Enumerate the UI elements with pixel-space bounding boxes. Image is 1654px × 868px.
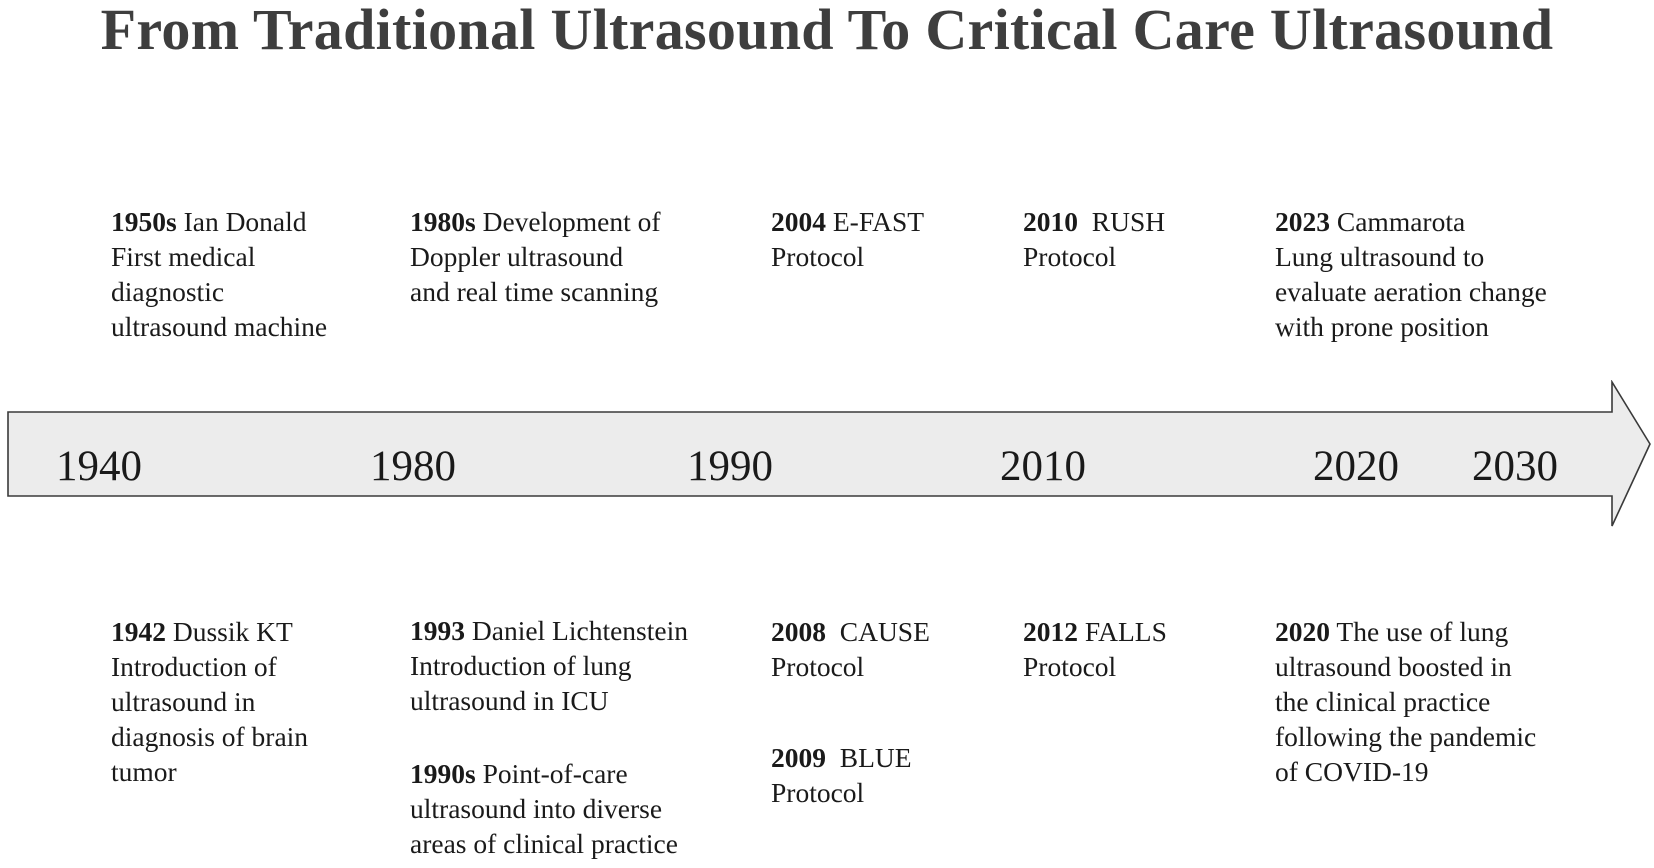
event-text: the clinical practice: [1275, 686, 1491, 717]
event-text: ultrasound into diverse: [410, 793, 663, 824]
event-text: ultrasound boosted in: [1275, 651, 1512, 682]
axis-year-label: 1940: [56, 443, 142, 490]
event-text: areas of clinical practice: [410, 828, 678, 859]
diagram-title: From Traditional Ultrasound To Critical …: [100, 0, 1554, 62]
event-text: diagnosis of brain: [111, 721, 309, 752]
event-text: The use of lung: [1336, 616, 1509, 647]
event-text: Protocol: [771, 241, 865, 272]
event-year: 1980s: [410, 206, 476, 237]
event-year: 2010: [1023, 206, 1078, 237]
timeline-event: 2012 FALLS Protocol: [1023, 614, 1167, 684]
event-text: Point-of-care: [482, 758, 628, 789]
axis-year-label: 2030: [1472, 443, 1558, 490]
event-text: RUSH: [1091, 206, 1166, 237]
event-year: 2009: [771, 742, 826, 773]
event-text: BLUE: [839, 742, 912, 773]
event-text: Introduction of: [111, 651, 277, 682]
timeline-event: 1942 Dussik KT Introduction of ultrasoun…: [111, 614, 308, 789]
timeline-event: 1993 Daniel Lichtenstein Introduction of…: [410, 613, 688, 718]
timeline-event: 2004 E-FAST Protocol: [771, 204, 924, 274]
event-text: Protocol: [771, 777, 865, 808]
timeline-event: 2009 BLUE Protocol: [771, 740, 912, 810]
timeline-event: 2010 RUSH Protocol: [1023, 204, 1165, 274]
event-text: Lung ultrasound to: [1275, 241, 1485, 272]
timeline-event: 2020 The use of lung ultrasound boosted …: [1275, 614, 1536, 789]
timeline-event: 1980s Development of Doppler ultrasound …: [410, 204, 661, 309]
axis-year-label: 1980: [370, 443, 456, 490]
timeline-arrow: [7, 380, 1651, 527]
timeline-event: 2023 Cammarota Lung ultrasound to evalua…: [1275, 204, 1547, 344]
event-text: ultrasound machine: [111, 311, 328, 342]
event-text: First medical: [111, 241, 256, 272]
event-text: Protocol: [1023, 651, 1117, 682]
event-text: Ian Donald: [183, 206, 307, 237]
timeline-event: 1950s Ian Donald First medical diagnosti…: [111, 204, 327, 344]
event-text: evaluate aeration change: [1275, 276, 1547, 307]
event-text: following the pandemic: [1275, 721, 1537, 752]
axis-year-label: 1990: [687, 443, 773, 490]
event-text: E-FAST: [832, 206, 925, 237]
event-year: 1950s: [111, 206, 177, 237]
event-text: with prone position: [1275, 311, 1489, 342]
event-text: Protocol: [1023, 241, 1117, 272]
event-year: 2012: [1023, 616, 1078, 647]
event-text: ultrasound in: [111, 686, 256, 717]
event-year: 1990s: [410, 758, 476, 789]
event-text: tumor: [111, 756, 177, 787]
event-text: diagnostic: [111, 276, 225, 307]
event-text: FALLS: [1084, 616, 1167, 647]
event-year: 2008: [771, 616, 826, 647]
event-text: of COVID-19: [1275, 756, 1429, 787]
event-text: Daniel Lichtenstein: [471, 615, 688, 646]
timeline-event: 2008 CAUSE Protocol: [771, 614, 930, 684]
event-text: Cammarota: [1336, 206, 1466, 237]
event-text: Doppler ultrasound: [410, 241, 624, 272]
timeline-event: 1990s Point-of-care ultrasound into dive…: [410, 756, 678, 861]
event-text: ultrasound in ICU: [410, 685, 609, 716]
event-text: and real time scanning: [410, 276, 659, 307]
axis-year-label: 2020: [1313, 443, 1399, 490]
event-text: CAUSE: [839, 616, 930, 647]
event-year: 1993: [410, 615, 465, 646]
event-text: Development of: [482, 206, 661, 237]
event-year: 2023: [1275, 206, 1330, 237]
event-text: Dussik KT: [172, 616, 293, 647]
event-year: 2004: [771, 206, 826, 237]
event-year: 1942: [111, 616, 166, 647]
event-text: Introduction of lung: [410, 650, 632, 681]
axis-year-label: 2010: [1000, 443, 1086, 490]
event-year: 2020: [1275, 616, 1330, 647]
event-text: Protocol: [771, 651, 865, 682]
